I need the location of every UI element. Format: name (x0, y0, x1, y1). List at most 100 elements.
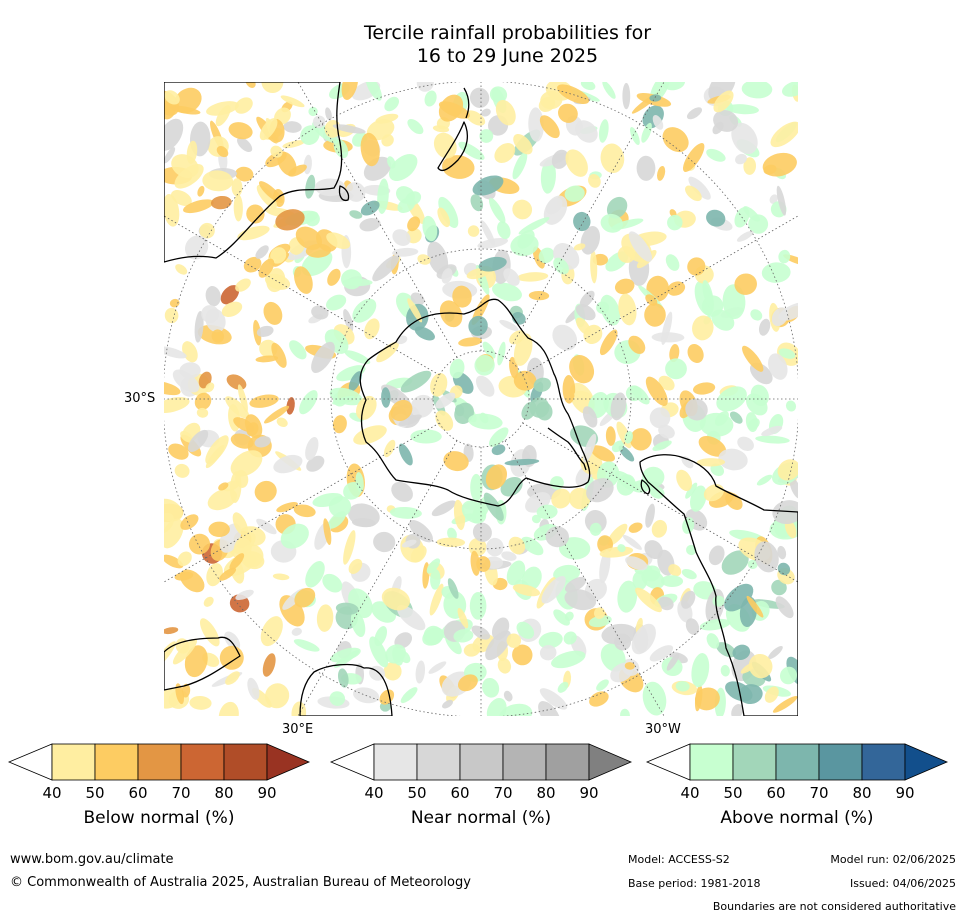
probability-patch (180, 514, 199, 530)
probability-patch (240, 544, 264, 568)
probability-patch (536, 504, 558, 520)
probability-patch (734, 273, 757, 295)
probability-patch (390, 399, 413, 422)
probability-patch (470, 550, 481, 576)
probability-patch (478, 256, 507, 272)
probability-patch (497, 657, 512, 674)
probability-patch (410, 394, 434, 418)
probability-patch (435, 410, 454, 431)
coast-madagascar (299, 663, 393, 716)
tick-near-90: 90 (579, 784, 599, 802)
probability-patch (657, 165, 666, 181)
probability-patch (256, 518, 277, 535)
probability-patch (625, 556, 648, 571)
probability-patch (376, 341, 399, 363)
meridian-line (504, 440, 665, 716)
probability-patch (768, 645, 783, 660)
probability-patch (685, 398, 708, 421)
probability-patch (293, 504, 316, 518)
probability-patch (305, 243, 331, 258)
tick-above-90: 90 (895, 784, 915, 802)
probability-patch (164, 498, 183, 522)
probability-patch (649, 485, 665, 499)
probability-patch (564, 589, 597, 611)
near-swatch-bin-1 (373, 743, 418, 781)
latitude-circle-60s (330, 248, 632, 550)
probability-patch (341, 82, 359, 100)
probability-patch (492, 282, 522, 302)
coast-antarctica (359, 298, 591, 507)
probability-patch (741, 82, 773, 99)
near-swatch-bin-4 (502, 743, 547, 781)
colorbar-below (7, 743, 311, 781)
probability-patch (311, 305, 329, 320)
probability-patch (642, 681, 667, 716)
probability-patch (503, 690, 513, 702)
probability-patch (521, 536, 544, 556)
probability-patch (488, 427, 509, 447)
probability-patch (233, 194, 243, 222)
probability-patch (342, 278, 373, 287)
probability-patch (291, 701, 307, 716)
probability-patch (539, 688, 568, 710)
probability-patches (164, 82, 798, 716)
near-swatch-bin-3 (459, 743, 504, 781)
probability-patch (264, 405, 290, 424)
probability-patch (305, 174, 316, 199)
probability-patch (237, 137, 253, 153)
probability-patch (447, 578, 459, 599)
probability-patch (468, 315, 488, 336)
probability-patch (482, 677, 500, 698)
probability-patch (501, 551, 517, 561)
probability-patch (169, 298, 180, 308)
probability-patch (545, 197, 563, 215)
probability-patch (660, 575, 684, 588)
probability-patch (286, 397, 295, 415)
probability-patch (590, 445, 616, 462)
probability-patch (743, 157, 757, 175)
probability-patch (426, 558, 441, 574)
probability-patch (410, 292, 425, 306)
probability-patch (243, 256, 262, 273)
probability-patch (599, 329, 618, 356)
probability-patch (314, 178, 346, 197)
probability-patch (470, 473, 483, 502)
probability-patch (338, 668, 349, 688)
probability-patch (658, 375, 675, 391)
probability-patch (620, 708, 630, 716)
probability-patch (188, 533, 211, 555)
probability-patch (262, 653, 276, 677)
probability-patch (206, 101, 239, 116)
probability-patch (579, 290, 595, 308)
probability-patch (652, 115, 664, 130)
probability-patch (645, 503, 655, 528)
probability-patch (747, 559, 758, 570)
probability-patch (494, 143, 516, 163)
probability-patch (442, 155, 475, 179)
probability-patch (596, 679, 609, 691)
probability-patch (628, 231, 653, 262)
probability-patch (439, 300, 463, 328)
probability-patch (553, 257, 569, 275)
probability-patch (533, 377, 551, 392)
probability-patch (270, 145, 283, 158)
probability-patch (513, 370, 537, 391)
probability-patch (293, 639, 320, 652)
probability-patch (512, 199, 533, 220)
probability-patch (696, 458, 726, 467)
probability-patch (312, 492, 343, 508)
below-swatch-lower-extension (7, 743, 53, 781)
probability-patch (506, 633, 522, 648)
probability-patch (708, 545, 725, 566)
probability-patch (208, 521, 230, 537)
probability-patch (216, 146, 229, 158)
probability-patch (617, 544, 626, 553)
probability-patch (229, 553, 245, 570)
title-line-1: Tercile rainfall probabilities for (363, 22, 652, 44)
probability-patch (392, 229, 411, 246)
probability-patch (625, 385, 642, 402)
probability-patch (327, 268, 341, 286)
tick-below-90: 90 (257, 784, 277, 802)
probability-patch (172, 638, 198, 665)
probability-patch (249, 394, 279, 408)
